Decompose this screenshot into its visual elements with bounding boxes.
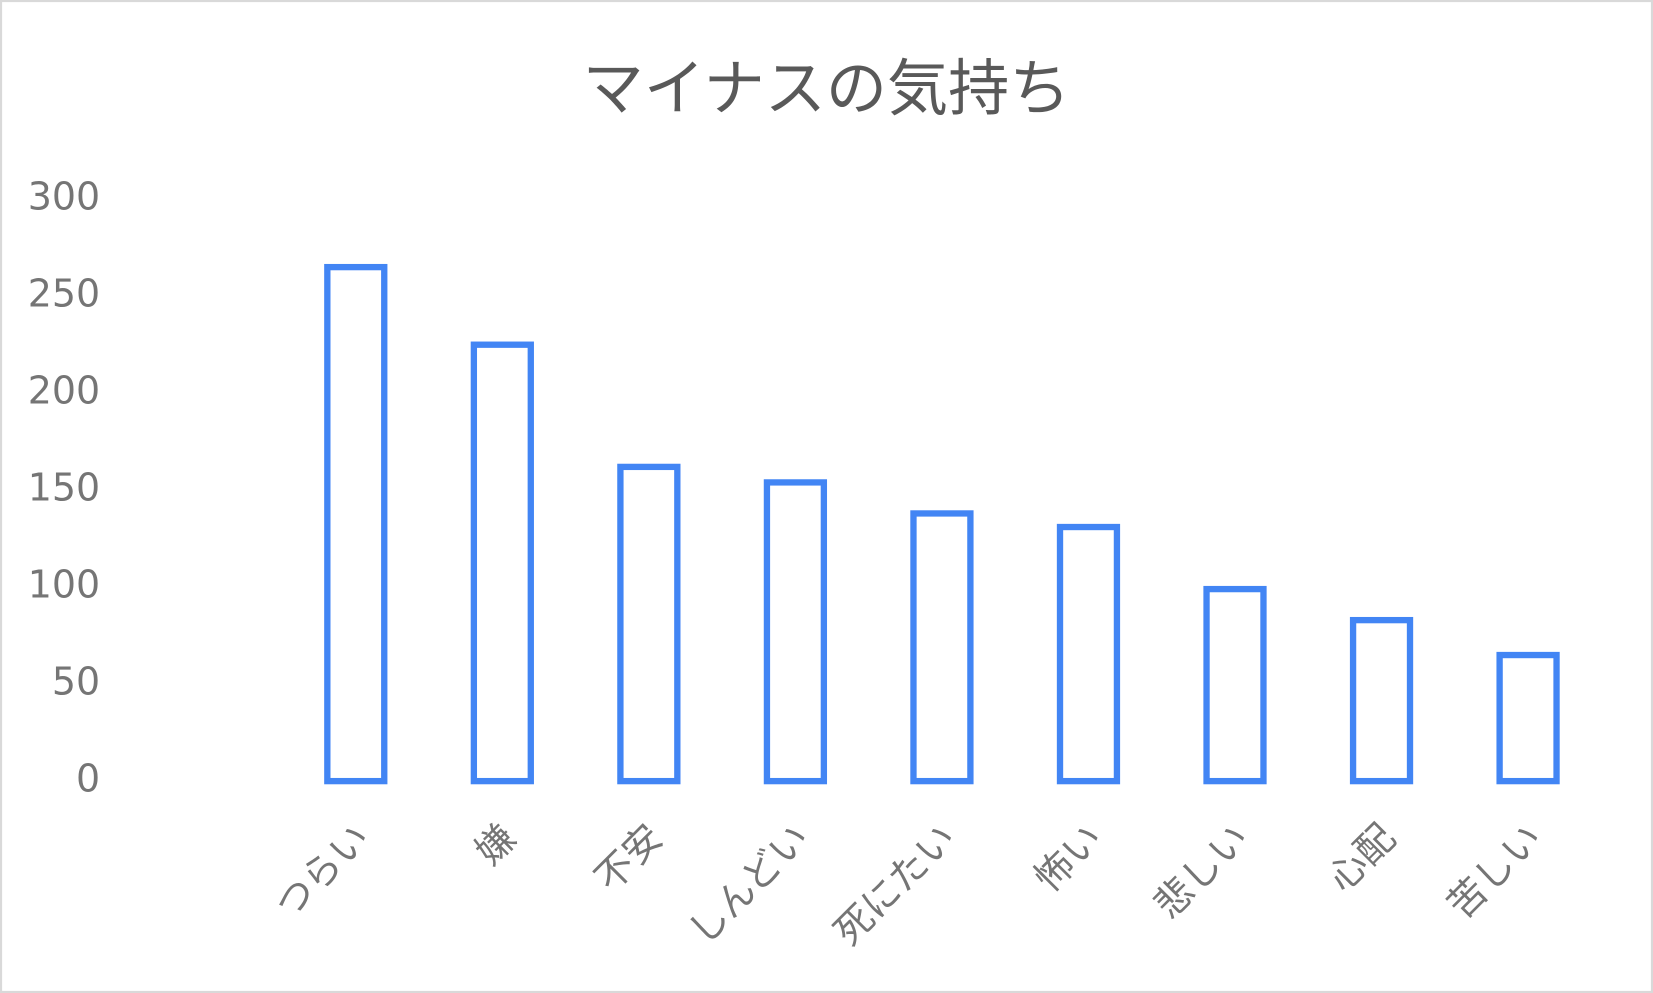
bar	[617, 463, 681, 785]
bar	[1496, 651, 1560, 785]
y-tick-label: 300	[28, 175, 100, 219]
y-tick-label: 0	[76, 757, 100, 801]
y-tick-label: 150	[28, 466, 100, 510]
bar	[324, 263, 388, 785]
bar	[910, 510, 974, 785]
chart-title: マイナスの気持ち	[583, 53, 1071, 124]
bar	[1203, 585, 1267, 785]
bar	[1349, 616, 1414, 785]
y-tick-label: 50	[52, 660, 100, 704]
bar	[1056, 523, 1121, 785]
y-tick-label: 200	[28, 369, 100, 413]
y-tick-label: 100	[28, 563, 100, 607]
y-tick-label: 250	[28, 272, 100, 316]
bar	[470, 341, 534, 785]
bar	[763, 479, 828, 785]
